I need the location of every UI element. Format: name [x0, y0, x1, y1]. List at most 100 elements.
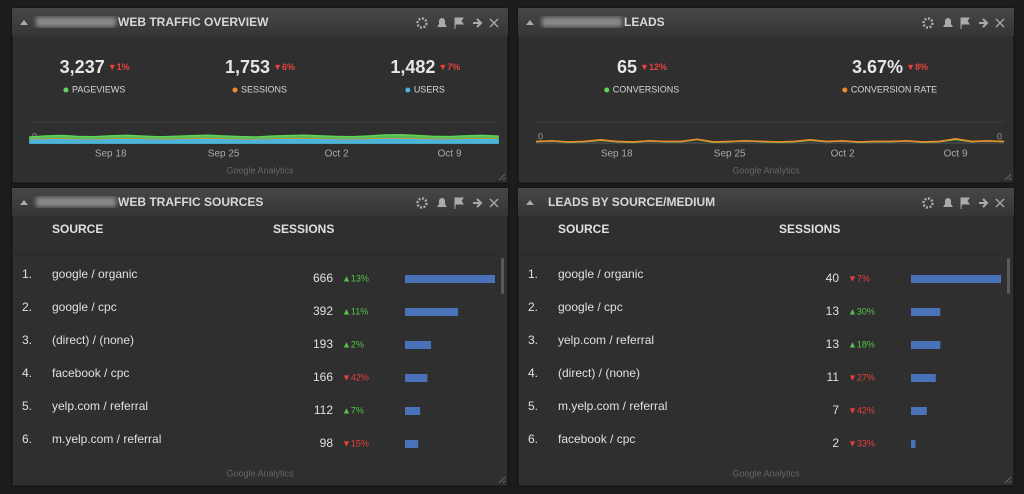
bar: [911, 275, 1001, 283]
row-rank: 6.: [22, 432, 32, 446]
metric: 1,753 ▼6%: [225, 57, 295, 77]
row-change: ▲2%: [342, 339, 364, 349]
flag-icon[interactable]: [960, 197, 970, 209]
row-source: (direct) / (none): [52, 333, 134, 347]
legend-dot: [604, 87, 610, 93]
panel: [11, 187, 509, 487]
flag-icon[interactable]: [960, 17, 970, 29]
panel-footer: Google Analytics: [226, 165, 294, 175]
collapse-toggle[interactable]: [526, 200, 534, 205]
close-icon[interactable]: [995, 18, 1005, 28]
row-value: 392: [313, 304, 333, 318]
collapse-toggle[interactable]: [526, 20, 534, 25]
share-icon[interactable]: [473, 198, 483, 208]
redacted-text: [36, 17, 116, 27]
close-icon[interactable]: [489, 18, 499, 28]
metric-value: 3.67%: [852, 57, 903, 77]
share-icon[interactable]: [473, 18, 483, 28]
metric-value: 3,237: [60, 57, 105, 77]
row-rank: 4.: [528, 366, 538, 380]
settings-icon[interactable]: [416, 197, 428, 209]
bar: [405, 308, 458, 316]
legend-dot: [63, 87, 69, 93]
panel-title: LEADS: [624, 15, 665, 29]
row-source: yelp.com / referral: [52, 399, 148, 413]
row-rank: 5.: [528, 399, 538, 413]
share-icon[interactable]: [979, 198, 989, 208]
column-header: SOURCE: [52, 222, 103, 236]
row-source: google / organic: [558, 267, 643, 281]
metric: 1,482 ▼7%: [390, 57, 460, 77]
collapse-toggle[interactable]: [20, 200, 28, 205]
metric: 3.67% ▼8%: [852, 57, 928, 77]
resize-handle[interactable]: [1004, 173, 1012, 181]
x-tick-label: Oct 2: [325, 149, 349, 160]
series-area: [29, 138, 499, 144]
row-change: ▼33%: [848, 438, 875, 448]
row-source: google / organic: [52, 267, 137, 281]
bar: [405, 275, 495, 283]
legend-dot: [842, 87, 848, 93]
row-source: (direct) / (none): [558, 366, 640, 380]
alert-icon[interactable]: [437, 198, 447, 207]
flag-icon[interactable]: [454, 197, 464, 209]
row-value: 13: [826, 304, 840, 318]
scrollbar[interactable]: [1007, 258, 1010, 294]
y2-tick-label: 0: [997, 131, 1002, 141]
panel-footer: Google Analytics: [732, 468, 800, 478]
metric-label: CONVERSION RATE: [851, 84, 937, 94]
close-icon[interactable]: [995, 198, 1005, 208]
bar: [911, 341, 941, 349]
panel-title: WEB TRAFFIC SOURCES: [118, 195, 263, 209]
redacted-text: [36, 197, 116, 207]
row-value: 666: [313, 271, 333, 285]
resize-handle[interactable]: [498, 476, 506, 484]
bar: [911, 407, 927, 415]
bar: [405, 341, 432, 349]
row-source: m.yelp.com / referral: [558, 399, 667, 413]
x-tick-label: Sep 25: [714, 149, 746, 160]
bar: [911, 308, 941, 316]
settings-icon[interactable]: [416, 17, 428, 29]
metric-value: 1,482: [390, 57, 435, 77]
row-rank: 3.: [22, 333, 32, 347]
row-value: 166: [313, 370, 333, 384]
redacted-text: [542, 17, 622, 27]
row-value: 98: [320, 436, 334, 450]
resize-handle[interactable]: [498, 173, 506, 181]
row-change: ▲11%: [342, 306, 368, 316]
x-tick-label: Sep 18: [95, 149, 127, 160]
resize-handle[interactable]: [1004, 476, 1012, 484]
settings-icon[interactable]: [922, 17, 934, 29]
column-header: SESSIONS: [779, 222, 840, 236]
alert-icon[interactable]: [943, 198, 953, 207]
metric: 65 ▼12%: [617, 57, 667, 77]
row-value: 7: [832, 403, 839, 417]
close-icon[interactable]: [489, 198, 499, 208]
bar: [405, 374, 428, 382]
alert-icon[interactable]: [437, 18, 447, 27]
flag-icon[interactable]: [454, 17, 464, 29]
panel-footer: Google Analytics: [226, 468, 294, 478]
metric-change: ▼6%: [273, 62, 295, 72]
metric-label: USERS: [414, 84, 445, 94]
metric-value: 65: [617, 57, 637, 77]
share-icon[interactable]: [979, 18, 989, 28]
bar: [405, 407, 421, 415]
row-source: google / cpc: [558, 300, 623, 314]
row-change: ▲18%: [848, 339, 875, 349]
row-change: ▼42%: [848, 405, 875, 415]
alert-icon[interactable]: [943, 18, 953, 27]
row-change: ▼7%: [848, 273, 870, 283]
collapse-toggle[interactable]: [20, 20, 28, 25]
metric-change: ▼1%: [108, 62, 130, 72]
row-source: yelp.com / referral: [558, 333, 654, 347]
settings-icon[interactable]: [922, 197, 934, 209]
metric-value: 1,753: [225, 57, 270, 77]
bar: [911, 440, 916, 448]
panel: [517, 187, 1015, 487]
row-rank: 6.: [528, 432, 538, 446]
x-tick-label: Oct 9: [438, 149, 462, 160]
row-change: ▼42%: [342, 372, 369, 382]
scrollbar[interactable]: [501, 258, 504, 294]
